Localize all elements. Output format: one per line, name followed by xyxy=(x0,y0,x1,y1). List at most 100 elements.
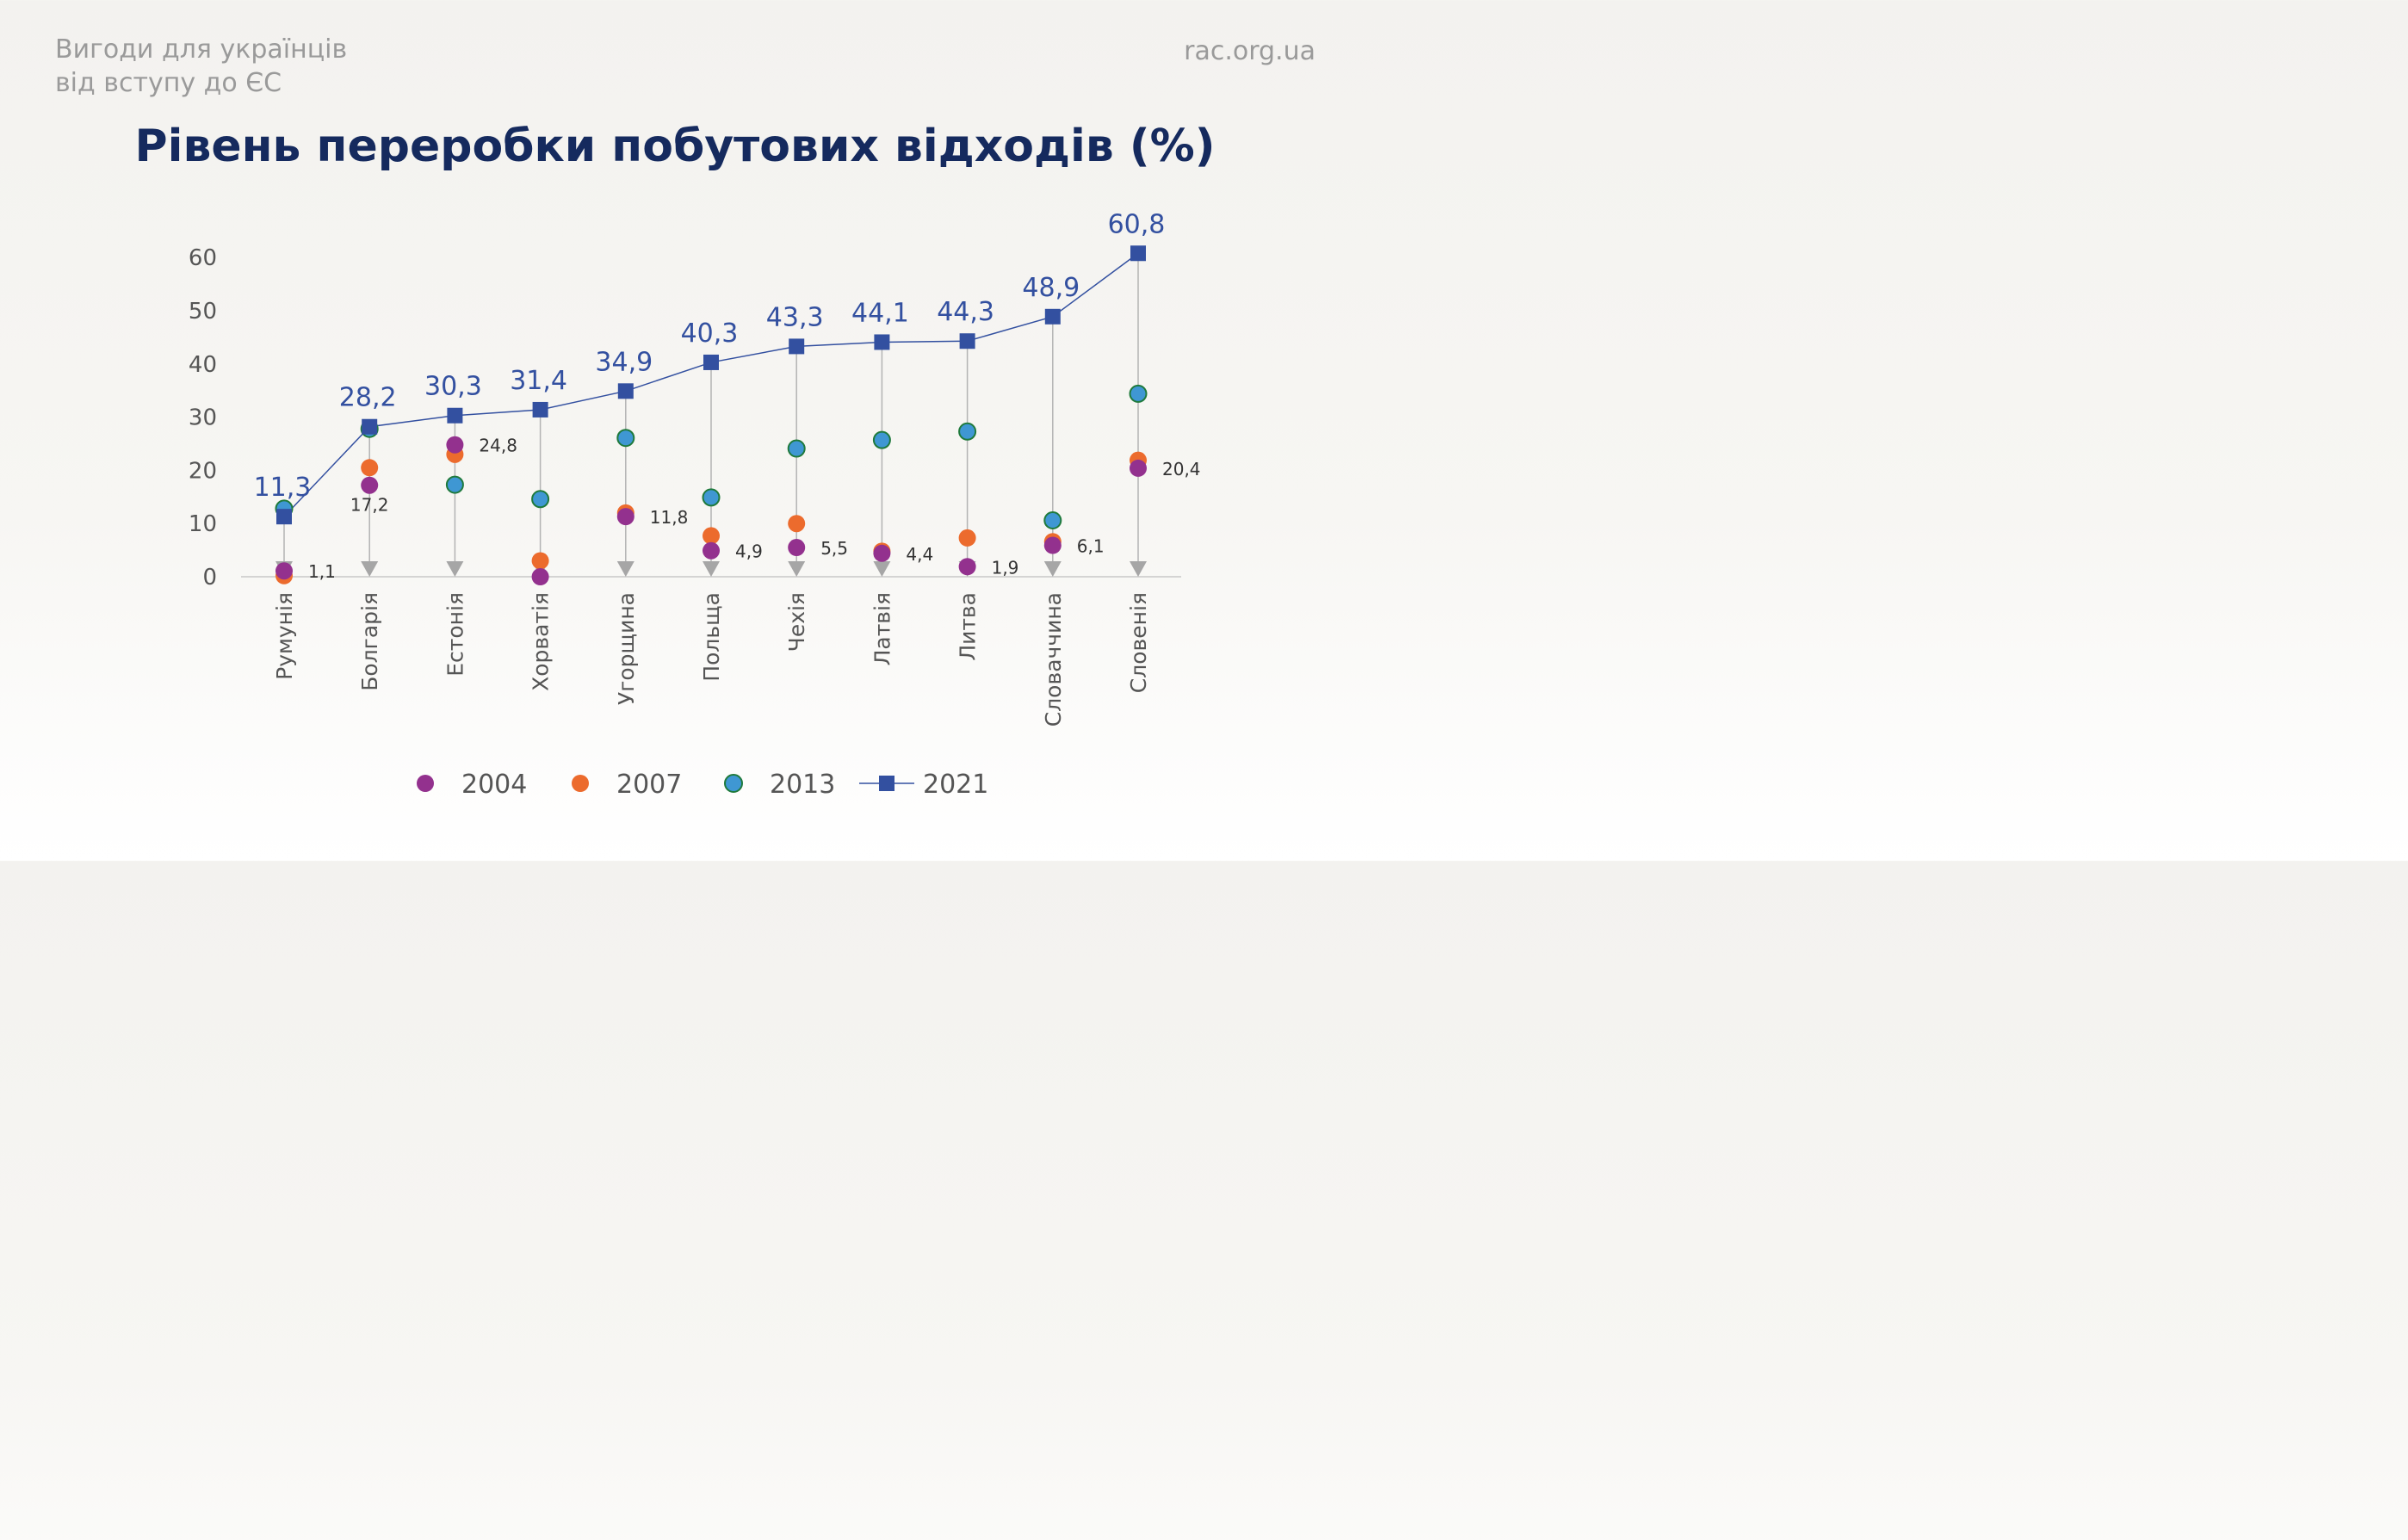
y-tick-label: 20 xyxy=(189,458,217,484)
label-2021: 34,9 xyxy=(595,347,653,377)
subtitle-line-1: Вигоди для українців xyxy=(55,34,348,65)
label-2004: 24,8 xyxy=(479,436,517,456)
label-2004: 4,4 xyxy=(906,544,933,565)
label-2004: 17,2 xyxy=(350,495,389,516)
subtitle: Вигоди для українців від вступу до ЄС xyxy=(55,33,486,100)
legend-marker-2013 xyxy=(724,774,743,793)
point-2021 xyxy=(276,509,292,525)
base-marker xyxy=(788,561,806,577)
point-2013 xyxy=(958,422,977,441)
point-2004 xyxy=(958,558,976,576)
point-2021 xyxy=(1130,245,1146,262)
point-2004 xyxy=(361,476,379,494)
chart-title: Рівень переробки побутових відходів (%) xyxy=(134,121,1216,172)
point-2021 xyxy=(447,407,463,424)
legend-marker-2004 xyxy=(417,775,434,792)
point-2021 xyxy=(789,338,805,355)
point-2021 xyxy=(617,383,634,399)
legend-label-2004: 2004 xyxy=(461,770,527,800)
point-2007 xyxy=(958,529,976,547)
category-label: Литва xyxy=(956,592,981,661)
base-marker xyxy=(1043,561,1062,577)
category-label: Естонія xyxy=(443,592,467,677)
base-marker xyxy=(1130,561,1147,577)
label-2004: 5,5 xyxy=(820,538,848,559)
y-tick-label: 10 xyxy=(189,511,217,537)
point-2004 xyxy=(446,436,464,454)
base-marker xyxy=(361,561,379,577)
y-tick-label: 50 xyxy=(189,299,217,325)
point-2013 xyxy=(1043,510,1062,529)
label-2021: 31,4 xyxy=(510,366,567,396)
category-label: Словаччина xyxy=(1041,592,1066,727)
point-2021 xyxy=(362,418,378,435)
label-2004: 1,9 xyxy=(992,557,1019,578)
point-2004 xyxy=(275,562,293,580)
category-label: Болгарія xyxy=(357,592,382,691)
point-2007 xyxy=(531,552,549,570)
point-2021 xyxy=(532,401,548,417)
site-url: rac.org.ua xyxy=(1184,36,1315,66)
point-2007 xyxy=(703,527,720,545)
y-tick-label: 0 xyxy=(202,565,217,591)
legend-marker-2021 xyxy=(879,776,894,791)
label-2004: 11,8 xyxy=(650,507,689,528)
point-2007 xyxy=(788,515,806,533)
base-marker xyxy=(446,561,464,577)
label-2021: 44,3 xyxy=(937,297,994,327)
label-2004: 1,1 xyxy=(308,561,336,582)
base-marker xyxy=(873,561,891,577)
point-2013 xyxy=(445,475,464,494)
category-label: Словенія xyxy=(1126,592,1151,693)
point-2004 xyxy=(531,568,549,585)
label-2021: 43,3 xyxy=(766,302,824,332)
y-tick-label: 30 xyxy=(189,405,217,431)
label-2021: 11,3 xyxy=(254,473,312,503)
label-2004: 6,1 xyxy=(1077,536,1105,557)
marker-layer xyxy=(275,245,1148,585)
label-2021: 48,9 xyxy=(1022,273,1080,303)
point-2013 xyxy=(787,439,806,458)
point-2004 xyxy=(788,539,806,557)
label-2004: 20,4 xyxy=(1162,459,1201,479)
point-2004 xyxy=(1130,459,1147,477)
point-2004 xyxy=(703,541,720,560)
label-2021: 28,2 xyxy=(339,383,397,413)
point-2021 xyxy=(959,333,975,349)
label-layer: 11,3 28,2 30,3 31,4 34,9 40,3 43,3 44,1 44,3 48,9… xyxy=(254,209,1201,582)
point-2013 xyxy=(872,430,891,449)
y-tick-label: 40 xyxy=(189,352,217,378)
label-2021: 60,8 xyxy=(1108,209,1166,239)
recycling-chart: 0 10 20 30 40 50 60 Румунія Болгарія Естонія Хорва… xyxy=(189,209,1201,800)
subtitle-line-2: від вступу до ЄС xyxy=(55,68,282,98)
point-2004 xyxy=(873,544,891,562)
point-2007 xyxy=(361,459,379,477)
legend-label-2007: 2007 xyxy=(616,770,682,800)
point-2013 xyxy=(531,490,550,509)
label-2021: 40,3 xyxy=(681,319,739,349)
legend-label-2013: 2013 xyxy=(770,770,835,800)
base-marker xyxy=(703,561,720,577)
label-2021: 44,1 xyxy=(851,298,909,328)
legend-label-2021: 2021 xyxy=(923,770,988,800)
category-label: Польща xyxy=(699,592,724,682)
label-2021: 30,3 xyxy=(424,372,482,402)
point-2021 xyxy=(874,334,890,350)
category-label: Латвія xyxy=(870,592,894,665)
category-label: Угорщина xyxy=(614,592,639,705)
legend-layer: 2004 2007 2013 2021 xyxy=(417,770,988,800)
y-tick-label: 60 xyxy=(189,245,217,271)
point-2013 xyxy=(616,429,635,448)
base-marker xyxy=(616,561,634,577)
point-2004 xyxy=(616,508,634,526)
label-2004: 4,9 xyxy=(735,541,763,562)
point-2004 xyxy=(1043,536,1062,554)
legend-marker-2007 xyxy=(572,775,589,792)
point-2021 xyxy=(703,354,719,370)
point-2021 xyxy=(1044,308,1061,325)
point-2013 xyxy=(1129,384,1148,403)
category-label: Хорватія xyxy=(529,592,554,691)
category-label: Румунія xyxy=(272,592,297,680)
point-2013 xyxy=(702,488,721,507)
category-label: Чехія xyxy=(784,592,809,652)
